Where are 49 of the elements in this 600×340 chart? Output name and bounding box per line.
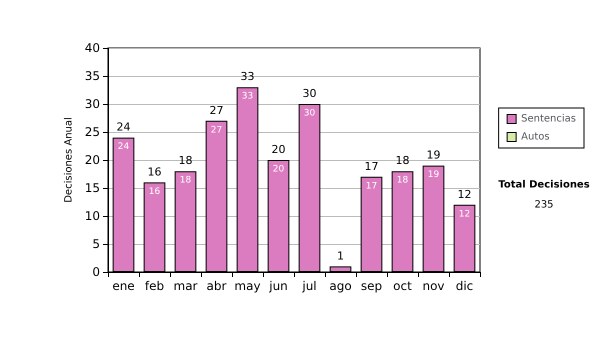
y-tick-label: 15 xyxy=(84,181,100,195)
x-tick-label: feb xyxy=(144,279,164,293)
total-label: 16 xyxy=(148,165,162,178)
total-label: 18 xyxy=(396,154,410,168)
total-label: 20 xyxy=(272,143,286,156)
x-tick-label: jun xyxy=(268,279,288,293)
total-label: 1 xyxy=(337,249,344,262)
data-label: 18 xyxy=(396,176,408,186)
x-tick-label: abr xyxy=(206,279,227,293)
x-tick-label: mar xyxy=(174,279,198,293)
total-label: 17 xyxy=(364,160,378,173)
data-label: 19 xyxy=(428,170,440,180)
data-label: 16 xyxy=(148,186,160,197)
x-tick-label: oct xyxy=(393,279,412,293)
x-tick-label: ene xyxy=(112,279,135,293)
data-label: 20 xyxy=(272,164,284,174)
data-label: 30 xyxy=(304,108,316,118)
data-label: 17 xyxy=(366,181,378,192)
x-tick-label: nov xyxy=(422,279,445,293)
text: Total Decisiones xyxy=(498,180,590,190)
y-tick-label: 0 xyxy=(92,265,100,279)
y-tick-label: 10 xyxy=(84,209,100,223)
x-tick-label: dic xyxy=(456,279,474,293)
legend-label: Autos xyxy=(521,132,550,142)
total-label: 18 xyxy=(178,154,192,168)
y-tick-label: 5 xyxy=(92,237,100,251)
data-label: 33 xyxy=(242,92,254,102)
data-label: 24 xyxy=(118,142,130,152)
total-label: 27 xyxy=(210,104,224,117)
data-label: 18 xyxy=(180,176,192,186)
y-tick-label: 20 xyxy=(84,153,100,167)
data-label: 12 xyxy=(458,209,470,220)
y-tick-label: 30 xyxy=(84,97,100,111)
x-tick-label: ago xyxy=(329,279,352,293)
legend-label: Sentencias xyxy=(521,114,576,124)
data-label: 27 xyxy=(210,125,222,136)
y-tick-label: 35 xyxy=(84,69,100,83)
total-label: 30 xyxy=(302,87,316,100)
total-label: 33 xyxy=(240,70,254,84)
total-label: 12 xyxy=(458,188,472,201)
text: 235 xyxy=(534,200,554,210)
y-tick-label: 25 xyxy=(84,125,100,139)
total-label: 19 xyxy=(426,148,440,162)
x-tick-label: sep xyxy=(360,279,382,293)
y-tick-label: 40 xyxy=(84,41,100,55)
y-axis-title: Decisiones Anual xyxy=(63,117,74,203)
total-label: 24 xyxy=(116,120,130,134)
x-tick-label: jul xyxy=(301,279,317,293)
x-tick-label: may xyxy=(234,279,261,293)
